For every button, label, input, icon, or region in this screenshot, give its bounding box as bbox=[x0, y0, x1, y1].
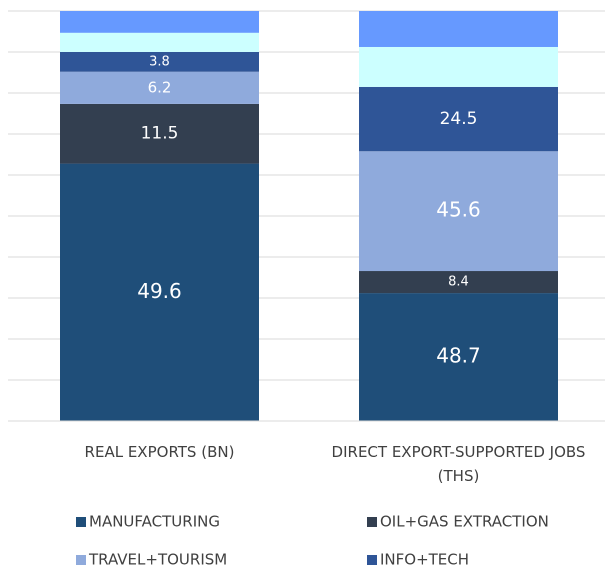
bar-segment bbox=[359, 46, 558, 87]
bar-segment bbox=[359, 271, 558, 294]
data-label: 49.6 bbox=[137, 279, 182, 303]
data-label: 45.6 bbox=[436, 198, 481, 222]
data-label: 11.5 bbox=[141, 124, 179, 144]
bar-segment bbox=[359, 151, 558, 272]
legend-swatch bbox=[76, 555, 86, 565]
bar-segment bbox=[359, 11, 558, 47]
data-label: 3.8 bbox=[149, 54, 170, 69]
data-label: 6.2 bbox=[148, 78, 172, 96]
bar-segment bbox=[359, 293, 558, 421]
bar-segment bbox=[60, 103, 259, 164]
bar-segment bbox=[60, 52, 259, 72]
legend-swatch bbox=[76, 517, 86, 527]
legend-label: TRAVEL+TOURISM bbox=[88, 551, 227, 569]
bar-segment bbox=[60, 32, 259, 52]
legend-swatch bbox=[367, 517, 377, 527]
x-tick-label: DIRECT EXPORT-SUPPORTED JOBS (THS) bbox=[331, 443, 586, 485]
bar-segment bbox=[60, 71, 259, 104]
legend-label: OIL+GAS EXTRACTION bbox=[380, 513, 549, 531]
bar-segment bbox=[60, 163, 259, 421]
legend-label: INFO+TECH bbox=[380, 551, 469, 569]
x-tick-label: REAL EXPORTS (BN) bbox=[84, 443, 235, 461]
data-label: 48.7 bbox=[436, 344, 481, 368]
bar-segment bbox=[359, 86, 558, 152]
legend-label: MANUFACTURING bbox=[89, 513, 220, 531]
bar-segment bbox=[60, 11, 259, 33]
legend-swatch bbox=[367, 555, 377, 565]
data-label: 24.5 bbox=[440, 109, 478, 129]
data-label: 8.4 bbox=[448, 275, 469, 290]
